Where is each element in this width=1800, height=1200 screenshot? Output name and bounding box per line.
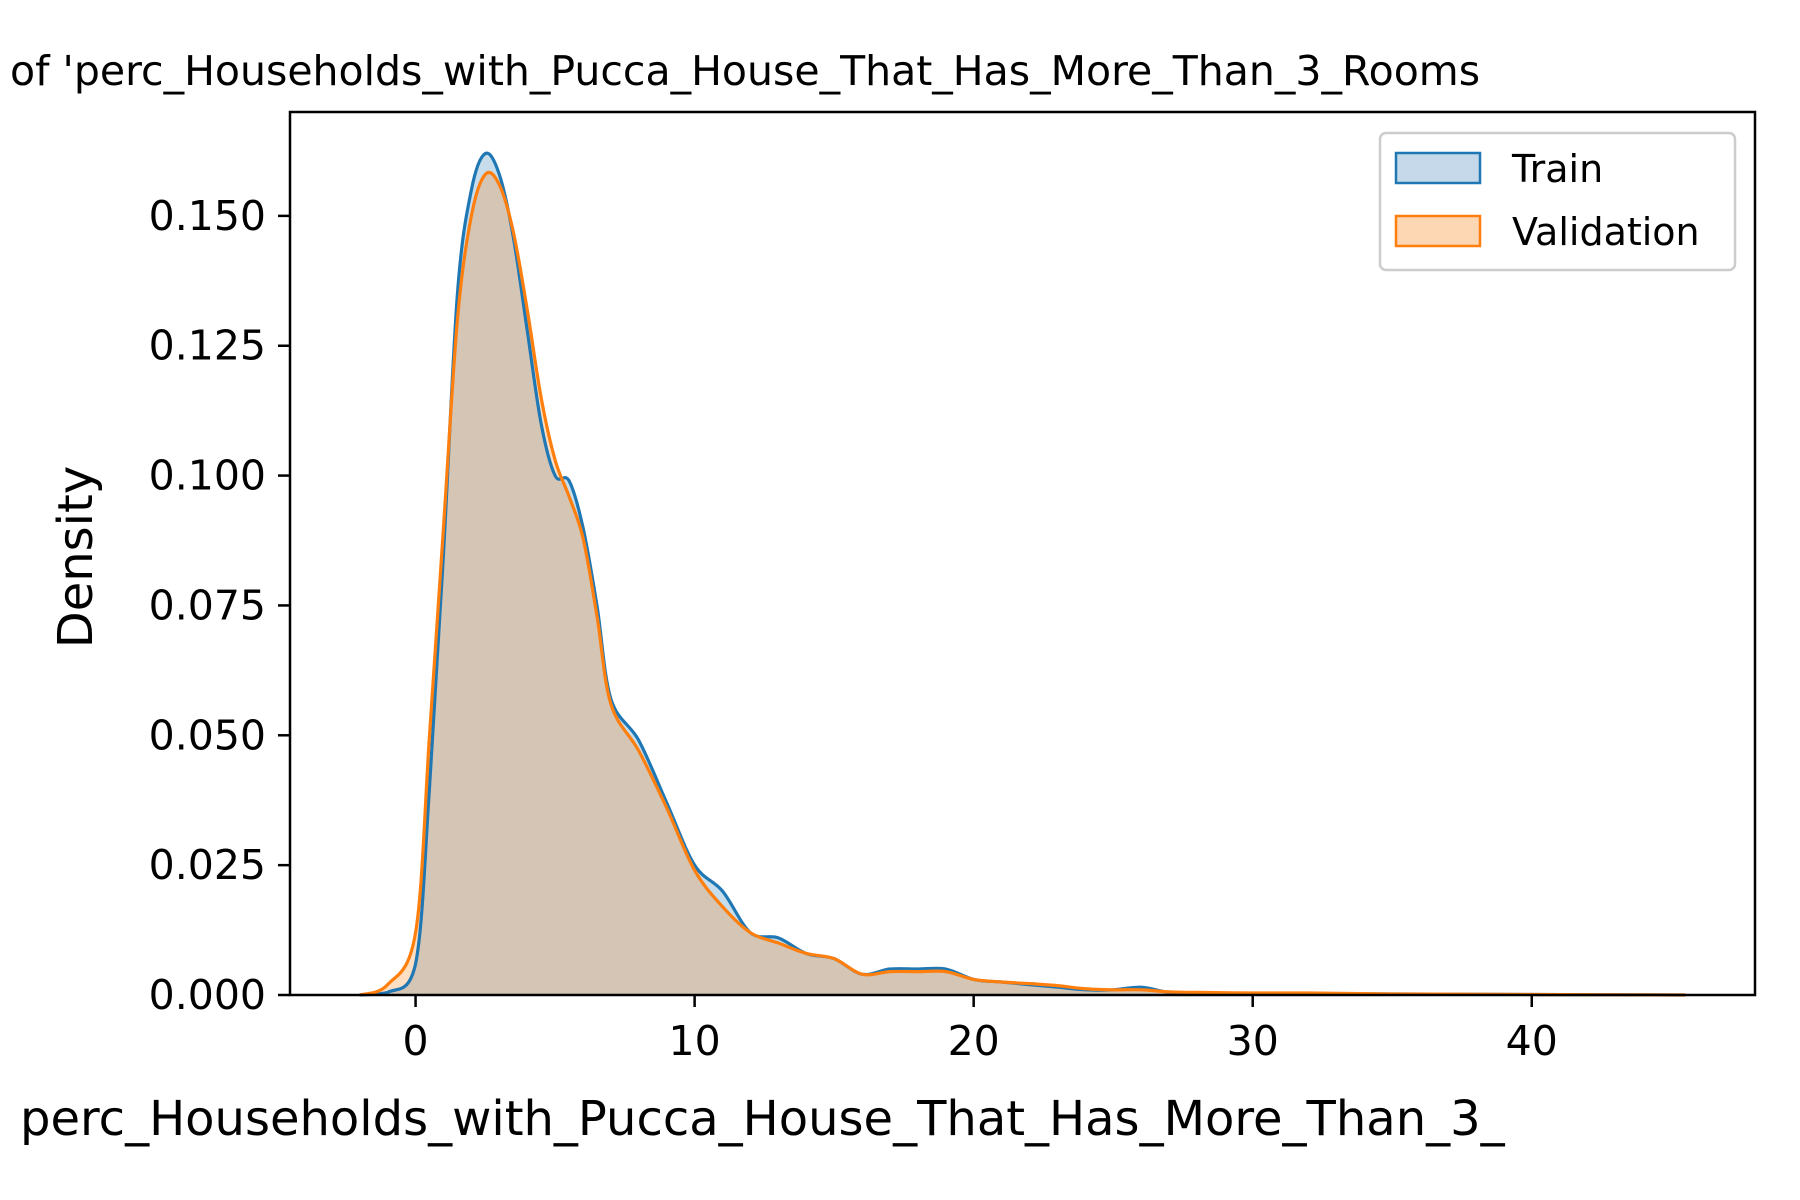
x-tick-label: 20 — [948, 1017, 1000, 1065]
legend-label-train: Train — [1511, 147, 1603, 191]
x-axis: 0 10 20 30 40 — [403, 995, 1558, 1065]
y-tick-label: 0.025 — [149, 841, 266, 889]
y-tick-label: 0.100 — [149, 452, 266, 500]
y-tick-label: 0.050 — [149, 711, 266, 759]
plot-frame — [288, 110, 1757, 997]
legend: Train Validation — [1378, 131, 1737, 272]
series-layer — [359, 151, 1686, 997]
series-line-validation — [359, 170, 1686, 997]
y-tick-label: 0.000 — [149, 971, 266, 1019]
legend-swatch-validation — [1394, 214, 1482, 248]
x-axis-label: perc_Households_with_Pucca_House_That_Ha… — [20, 1091, 1506, 1147]
legend-label-validation: Validation — [1512, 210, 1700, 254]
y-tick-label: 0.150 — [149, 192, 266, 240]
legend-swatch-train — [1394, 151, 1482, 185]
x-tick-label: 10 — [669, 1017, 721, 1065]
y-tick-label: 0.075 — [149, 581, 266, 629]
series-area-validation — [359, 172, 1686, 996]
y-axis: 0.000 0.025 0.050 0.075 0.100 0.125 0.150 — [149, 192, 290, 1019]
y-axis-label: Density — [48, 466, 104, 648]
y-tick-label: 0.125 — [149, 322, 266, 370]
chart-title: of 'perc_Households_with_Pucca_House_Tha… — [10, 47, 1480, 95]
x-tick-label: 30 — [1227, 1017, 1279, 1065]
series-area-train — [359, 153, 1686, 995]
series-line-train — [359, 151, 1686, 997]
x-tick-label: 0 — [403, 1017, 429, 1065]
x-tick-label: 40 — [1506, 1017, 1558, 1065]
